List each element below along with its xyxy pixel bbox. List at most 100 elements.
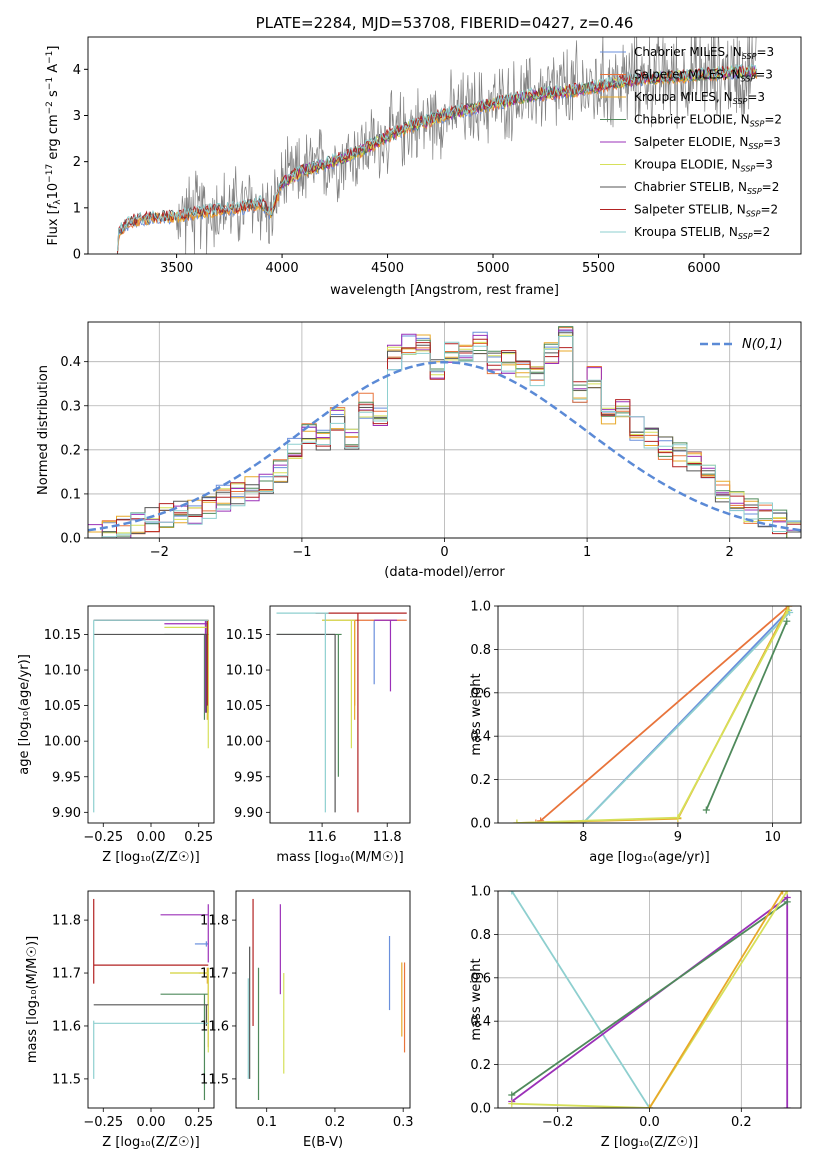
y-tick-label: 1 <box>73 201 81 216</box>
point-marker <box>702 806 710 814</box>
y-tick-label: 1.0 <box>470 600 491 615</box>
legend-entry-base: Kroupa MILES, N <box>634 90 733 104</box>
y-axis-label-part: ] <box>46 46 61 51</box>
x-tick-label: 0.1 <box>256 1115 277 1130</box>
y-tick-label: 10.10 <box>226 664 263 679</box>
x-tick-label: 0.00 <box>137 1115 166 1130</box>
residuals-frame <box>87 321 802 539</box>
residuals-axes: −2 −1 0 1 2 0.0 0.1 0.2 0.3 0.4 (data-model)/error… <box>36 322 801 580</box>
y-tick-label: 10.05 <box>226 699 263 714</box>
x-tick-label: 0.25 <box>184 1115 213 1130</box>
legend-entry-sub: SSP <box>733 97 748 106</box>
series-line-kroupa-miles <box>648 891 784 1108</box>
y-axis-label-part: −2 <box>45 101 55 114</box>
y-tick-label: 0.0 <box>470 817 491 832</box>
legend-entry-tail: =2 <box>762 180 780 194</box>
x-tick-label: 2 <box>726 545 734 560</box>
series-line-kroupa-stelib <box>511 891 651 1108</box>
y-tick-label: 10.00 <box>226 735 263 750</box>
x-tick-label: 11.8 <box>373 830 402 845</box>
y-tick-label: 0.8 <box>470 643 491 658</box>
y-axis-label: mass [log₁₀(M/M☉)] <box>25 936 40 1063</box>
y-tick-label: 11.7 <box>200 967 229 982</box>
y-tick-label: 0.1 <box>60 487 81 502</box>
y-axis-label: age [log₁₀(age/yr)] <box>17 654 32 775</box>
spectrum-plot <box>117 37 758 254</box>
x-axis-label: Z [log₁₀(Z/Z☉)] <box>102 850 199 865</box>
legend-entry-base: Chabrier MILES, N <box>634 45 742 59</box>
x-axis-label: mass [log₁₀(M/M☉)] <box>276 850 403 865</box>
x-axis-label: (data-model)/error <box>384 565 505 580</box>
x-tick-label: 5500 <box>582 261 615 276</box>
y-tick-label: 0.0 <box>60 532 81 547</box>
x-tick-label: −0.2 <box>542 1115 574 1130</box>
point-marker <box>674 814 682 822</box>
y-tick-label: 11.6 <box>200 1019 229 1034</box>
legend-entry-tail: =3 <box>755 68 773 82</box>
y-tick-label: 0.2 <box>60 443 81 458</box>
y-tick-label: 11.8 <box>200 914 229 929</box>
mass_vs_z-plot <box>93 898 209 1101</box>
residuals-plot <box>88 326 801 538</box>
point-marker <box>508 891 516 895</box>
legend-entry-base: Chabrier STELIB, N <box>634 180 747 194</box>
legend-entry: N(0,1) <box>742 337 783 352</box>
y-tick-label: 10.10 <box>44 664 81 679</box>
y-tick-label: 9.95 <box>234 770 263 785</box>
y-tick-label: 0.4 <box>470 730 491 745</box>
y-tick-label: 4 <box>73 63 81 78</box>
legend-entry-base: Salpeter MILES, N <box>634 68 741 82</box>
y-axis-label-part: erg cm <box>46 114 61 163</box>
legend-entry-tail: =3 <box>755 158 773 172</box>
series-line-kroupa-stelib <box>582 611 791 823</box>
y-axis-label: Normed distribution <box>36 365 51 495</box>
x-tick-label: 0.25 <box>184 830 213 845</box>
point-marker <box>784 606 792 614</box>
legend-entry-base: Salpeter STELIB, N <box>634 203 746 217</box>
y-tick-label: 0.2 <box>470 1058 491 1073</box>
spectrum-frame <box>87 36 802 255</box>
x-tick-label: 0.0 <box>639 1115 660 1130</box>
point-marker <box>785 606 793 610</box>
legend-entry-base: Kroupa STELIB, N <box>634 225 738 239</box>
y-axis-label-part: λ <box>53 199 63 205</box>
cum_mass_vs_age-frame <box>497 605 802 824</box>
y-tick-label: 9.90 <box>52 806 81 821</box>
x-tick-label: 11.6 <box>308 830 337 845</box>
y-tick-label: 11.8 <box>52 914 81 929</box>
y-axis-label-part: Flux [ <box>46 209 61 245</box>
model-line-kroupa-stelib <box>117 63 758 252</box>
y-axis-label: mass weight <box>469 958 484 1040</box>
legend-entry-sub: SSP <box>741 75 756 84</box>
age_vs_z-plot <box>93 619 209 813</box>
y-tick-label: 11.7 <box>52 967 81 982</box>
y-tick-label: 0.4 <box>470 1015 491 1030</box>
cum_mass_vs_age-plot <box>513 606 794 823</box>
spectrum-axes: 3500 4000 4500 5000 5500 6000 0 1 2 3 4 wavelength … <box>45 46 721 299</box>
point-marker <box>783 617 791 625</box>
legend-entry-tail: =2 <box>753 225 771 239</box>
mass_vs_z-axes: −0.25 0.00 0.25 11.5 11.6 11.7 11.8 Z [log₁₀(Z/… <box>25 914 213 1150</box>
legend-entry: Kroupa STELIB, NSSP=2 <box>634 225 770 241</box>
legend-entry: Kroupa MILES, NSSP=3 <box>634 90 765 106</box>
legend-entry-tail: =2 <box>764 113 782 127</box>
histogram-kroupa-stelib <box>88 336 801 538</box>
x-tick-label: 0.2 <box>325 1115 346 1130</box>
point-marker <box>513 819 521 823</box>
x-tick-label: 4000 <box>266 261 299 276</box>
legend-entry: Salpeter STELIB, NSSP=2 <box>634 203 778 219</box>
y-tick-label: 11.5 <box>200 1072 229 1087</box>
y-tick-label: 9.95 <box>52 770 81 785</box>
series-line-kroupa-elodie <box>511 891 788 1108</box>
age_vs_z-axes: −0.25 0.00 0.25 9.90 9.95 10.00 10.05 10.10 10.1… <box>17 628 213 865</box>
series-line-salpeter-miles <box>535 606 790 823</box>
x-tick-label: 5000 <box>476 261 509 276</box>
y-axis-label-part: s <box>46 90 61 101</box>
x-axis-label: Z [log₁₀(Z/Z☉)] <box>601 1135 698 1150</box>
mass_vs_ebv-frame <box>235 890 411 1109</box>
x-tick-label: 0.2 <box>731 1115 752 1130</box>
point-marker <box>783 891 791 895</box>
y-tick-label: 10.15 <box>226 628 263 643</box>
